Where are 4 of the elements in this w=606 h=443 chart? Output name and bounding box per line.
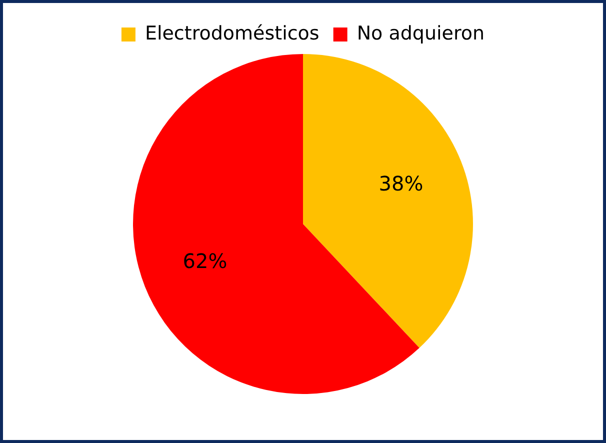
legend-label: Electrodomésticos — [144, 22, 320, 44]
data-label: 62% — [182, 249, 228, 274]
data-label: 38% — [378, 171, 424, 196]
legend-label: No adquieron — [356, 22, 485, 44]
